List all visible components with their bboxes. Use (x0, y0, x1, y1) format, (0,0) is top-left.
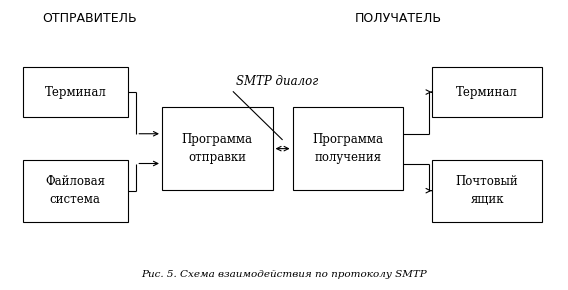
Text: SMTP диалог: SMTP диалог (236, 75, 318, 88)
Bar (23, 160, 128, 222)
Text: Файловая
система: Файловая система (45, 175, 105, 206)
Text: Терминал: Терминал (456, 86, 518, 99)
Text: Рис. 5. Схема взаимодействия по протоколу SMTP: Рис. 5. Схема взаимодействия по протокол… (141, 270, 427, 279)
Bar (432, 67, 542, 117)
Bar (293, 107, 403, 190)
Text: Программа
отправки: Программа отправки (182, 133, 253, 164)
Text: Программа
получения: Программа получения (312, 133, 383, 164)
Bar (432, 160, 542, 222)
Text: ОТПРАВИТЕЛЬ: ОТПРАВИТЕЛЬ (43, 12, 137, 25)
Text: Почтовый
ящик: Почтовый ящик (456, 175, 519, 206)
Bar (23, 67, 128, 117)
Bar (162, 107, 273, 190)
Text: ПОЛУЧАТЕЛЬ: ПОЛУЧАТЕЛЬ (355, 12, 442, 25)
Text: Терминал: Терминал (44, 86, 106, 99)
